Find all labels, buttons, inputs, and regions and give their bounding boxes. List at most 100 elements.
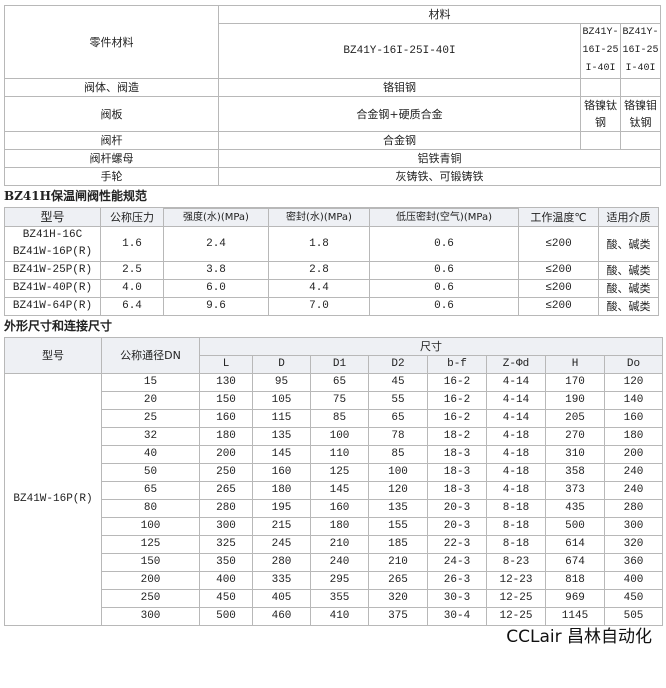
- dimension: 818: [545, 571, 605, 590]
- header-d2: D2: [368, 355, 428, 374]
- dimension: 110: [310, 445, 369, 464]
- dimension: 500: [199, 607, 253, 626]
- dimension: 185: [368, 535, 428, 554]
- page: 零件材料 材料 BZ41Y-16I-25I-40I BZ41Y-16I-25I-…: [4, 5, 663, 647]
- table-row: 65 265 180 145 120 18-3 4-18 373 240: [5, 481, 663, 500]
- dn: 40: [101, 445, 200, 464]
- dimension: 4-14: [486, 373, 546, 392]
- dimension: 280: [252, 553, 311, 572]
- watermark-logo: CCLair 昌林自动化: [506, 627, 652, 647]
- material: 灰铸铁、可锻铸铁: [217, 167, 662, 186]
- dimension: 100: [310, 427, 369, 446]
- material: 铬镍钼钛钢: [619, 96, 662, 132]
- material: [580, 78, 621, 97]
- material: 合金钢+硬质合金: [218, 96, 581, 132]
- table-row: 200 400 335 295 265 26-3 12-23 818 400: [5, 571, 663, 590]
- dimension: 280: [199, 499, 253, 518]
- header-temp: 工作温度℃: [518, 207, 600, 227]
- dimension: 4-18: [486, 463, 546, 482]
- header-low-seal: 低压密封(空气)(MPa): [368, 208, 520, 227]
- dimension: 180: [252, 481, 311, 500]
- dimension: 18-3: [427, 481, 487, 500]
- table-row: BZ41W-16P(R) 15 130 95 65 45 16-2 4-14 170 120: [4, 373, 663, 626]
- dimension: 85: [368, 445, 428, 464]
- part: 阀杆螺母: [4, 149, 219, 168]
- dimension: 195: [252, 499, 311, 518]
- dimension: 4-18: [486, 481, 546, 500]
- header-model: 型号: [4, 337, 102, 374]
- temp: ≤200: [518, 297, 600, 316]
- dimension: 405: [252, 589, 311, 608]
- model: BZ41W-16P(R): [4, 373, 102, 626]
- model-name: BZ41W-64P(R): [12, 300, 93, 312]
- table-row: 300 500 460 410 375 30-4 12-25 1145 505: [5, 607, 663, 626]
- dn: 20: [101, 391, 200, 410]
- dimension: 26-3: [427, 571, 487, 590]
- table-row: 50 250 160 125 100 18-3 4-18 358 240: [5, 463, 663, 482]
- dimension: 210: [310, 535, 369, 554]
- dimension: 4-18: [486, 445, 546, 464]
- dimension: 180: [310, 517, 369, 536]
- medium: 酸、碱类: [598, 297, 660, 316]
- medium: 酸、碱类: [598, 261, 660, 280]
- pn: 1.6: [100, 226, 164, 262]
- dimension: 245: [252, 535, 311, 554]
- table-row: BZ41H-16C BZ41W-16P(R) 1.6 2.4 1.8 0.6 ≤200 酸、碱…: [4, 226, 660, 262]
- dn: 125: [101, 535, 200, 554]
- dimension: 1145: [545, 607, 605, 626]
- dimension: 150: [199, 391, 253, 410]
- dimension: 240: [604, 463, 663, 482]
- dimension: 460: [252, 607, 311, 626]
- dimension: 400: [604, 571, 663, 590]
- material: [619, 78, 662, 97]
- dimension: 130: [199, 373, 253, 392]
- dimension: 310: [545, 445, 605, 464]
- dimension: 20-3: [427, 517, 487, 536]
- dn: 200: [101, 571, 200, 590]
- dimension: 500: [545, 517, 605, 536]
- seal: 4.4: [268, 279, 370, 298]
- model-1: BZ41Y-16I-25I-40I: [218, 23, 581, 79]
- temp: ≤200: [518, 226, 600, 262]
- dimension: 265: [368, 571, 428, 590]
- dimension: 155: [368, 517, 428, 536]
- performance-table: 型号 公称压力 工作温度℃ 适用介质 强度(水)(MPa) 密封(水)(MPa)…: [4, 207, 660, 316]
- model: BZ41W-64P(R): [4, 297, 101, 316]
- dimension: 30-4: [427, 607, 487, 626]
- table-row: 80 280 195 160 135 20-3 8-18 435 280: [5, 499, 663, 518]
- low: 0.6: [368, 279, 520, 298]
- dimension: 24-3: [427, 553, 487, 572]
- header-strength: 强度(水)(MPa): [163, 208, 269, 227]
- low: 0.6: [368, 226, 520, 262]
- header-material: 材料: [217, 5, 662, 24]
- dimension: 435: [545, 499, 605, 518]
- dimension: 614: [545, 535, 605, 554]
- model-name: BZ41H-16C: [22, 229, 83, 241]
- temp: ≤200: [518, 279, 600, 298]
- dimension: 8-18: [486, 517, 546, 536]
- header-l: L: [199, 355, 253, 374]
- header-size: 尺寸: [199, 337, 663, 356]
- dimension: 140: [604, 391, 663, 410]
- strength: 3.8: [163, 261, 269, 280]
- dimension: 65: [310, 373, 369, 392]
- dimension: 65: [368, 409, 428, 428]
- dimension: 12-23: [486, 571, 546, 590]
- seal: 7.0: [268, 297, 370, 316]
- dn: 300: [101, 607, 200, 626]
- dimension: 30-3: [427, 589, 487, 608]
- dimension: 100: [368, 463, 428, 482]
- dimension: 18-2: [427, 427, 487, 446]
- model: BZ41H-16C BZ41W-16P(R): [4, 226, 101, 262]
- dimension: 410: [310, 607, 369, 626]
- table-row: BZ41W-64P(R) 6.4 9.6 7.0 0.6 ≤200 酸、碱类: [4, 297, 660, 316]
- header-seal: 密封(水)(MPa): [268, 208, 370, 227]
- dimension: 250: [199, 463, 253, 482]
- part: 阀杆: [4, 131, 219, 150]
- dimension: 270: [545, 427, 605, 446]
- dimension: 375: [368, 607, 428, 626]
- dimension: 145: [310, 481, 369, 500]
- low: 0.6: [368, 297, 520, 316]
- dimension: 450: [199, 589, 253, 608]
- table-row: 150 350 280 240 210 24-3 8-23 674 360: [5, 553, 663, 572]
